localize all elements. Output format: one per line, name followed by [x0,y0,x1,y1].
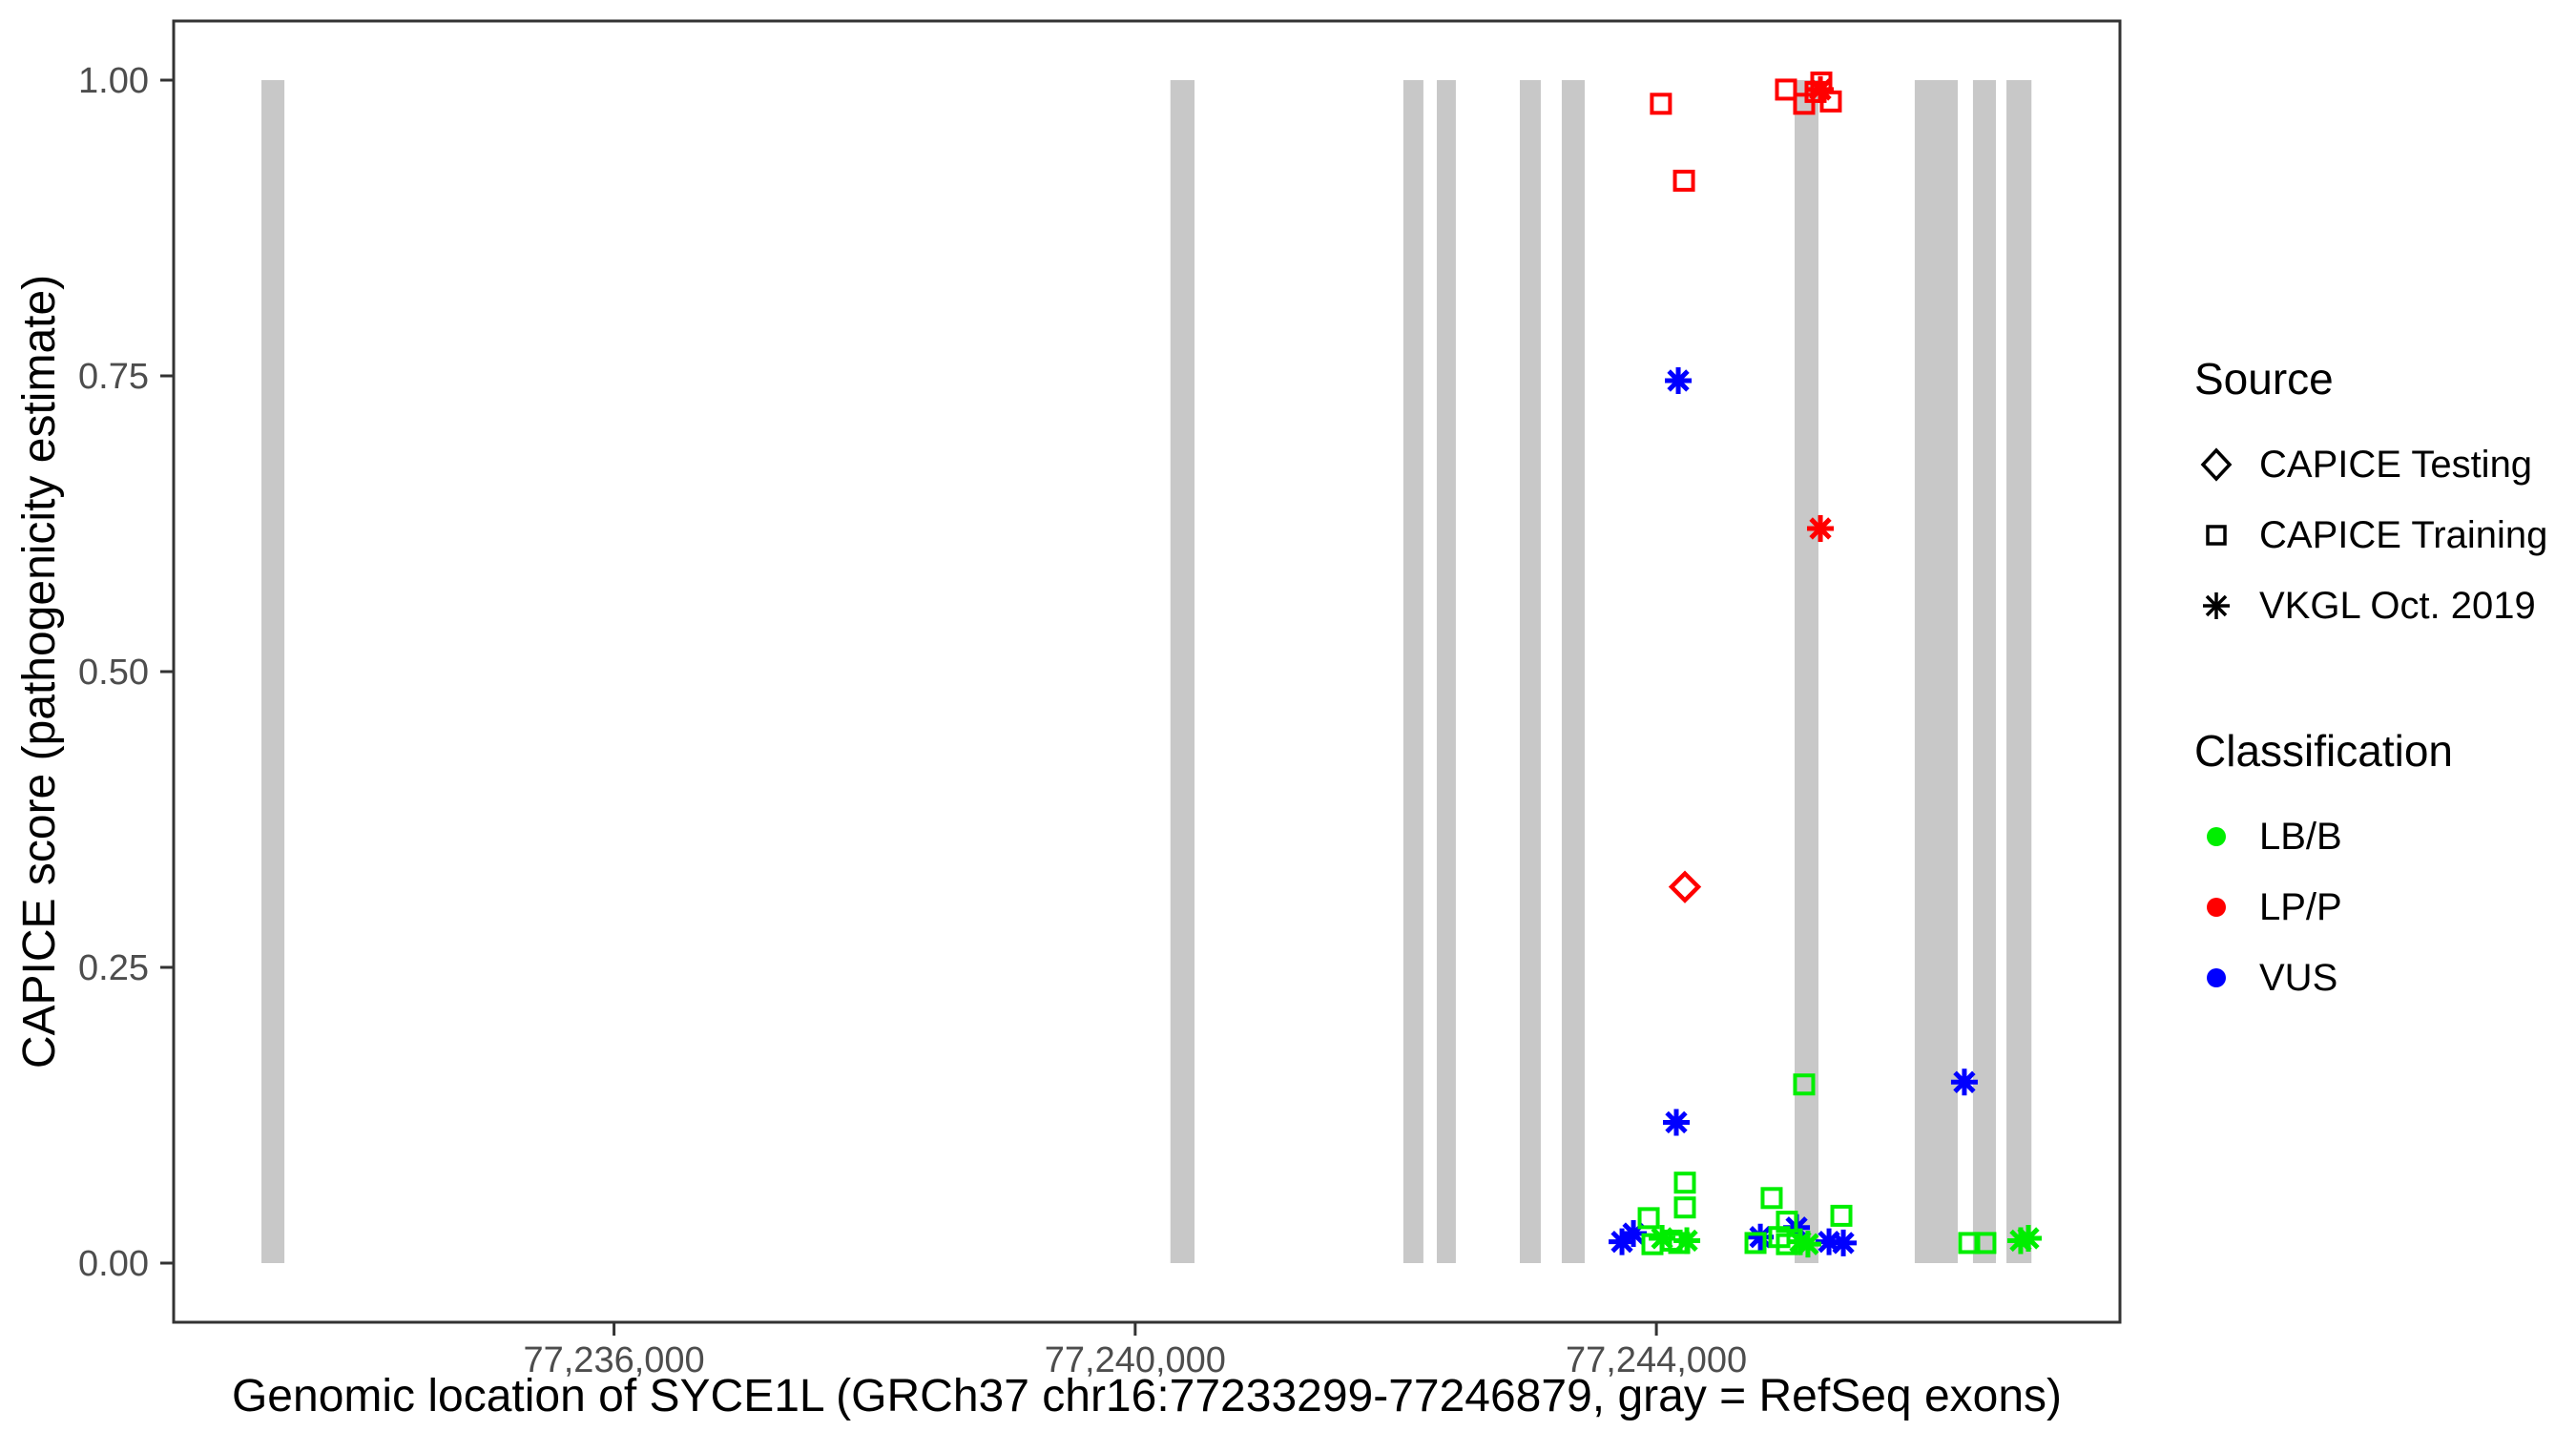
blue-dot-icon [2194,956,2238,1000]
data-point-asterisk [1830,1229,1858,1256]
y-tick-label: 0.50 [78,653,149,693]
legend-label: VUS [2259,956,2338,999]
legend-item-lbb: LB/B [2194,801,2566,872]
exon-bar [1914,80,1958,1263]
legend-item-capice-training: CAPICE Training [2194,500,2566,570]
y-tick-label: 0.00 [78,1244,149,1284]
data-point-asterisk [1950,1068,1978,1096]
exon-bar [1170,80,1195,1263]
square-key-icon [2194,513,2238,557]
data-point-square [1974,1232,1997,1255]
data-point-square [1793,1073,1816,1096]
y-tick-label: 0.75 [78,357,149,397]
data-point-asterisk [1794,1231,1821,1258]
exon-bar [1561,80,1585,1263]
x-tick-label: 77,240,000 [1045,1340,1226,1380]
legend-item-lpp: LP/P [2194,872,2566,943]
green-dot-icon [2194,815,2238,859]
exon-bar [1402,80,1423,1263]
data-point-asterisk [1807,75,1835,103]
red-dot-icon [2194,885,2238,929]
data-point-asterisk [1609,1228,1636,1255]
data-point-square [1744,1232,1767,1255]
legend-item-vus: VUS [2194,943,2566,1013]
data-point-asterisk [1620,1220,1648,1247]
legend-label: CAPICE Training [2259,513,2548,556]
panel-border [172,19,2122,1324]
data-point-square [1673,1196,1696,1219]
exon-bar [1794,80,1818,1263]
data-point-asterisk [1649,1224,1676,1252]
legend: Source CAPICE Testing CAPICE Training [2194,353,2566,1097]
data-point-square [1673,1172,1696,1194]
legend-label: CAPICE Testing [2259,443,2533,486]
legend-group-classification: Classification LB/B LP/P [2194,725,2566,1013]
x-tick-label: 77,244,000 [1566,1340,1747,1380]
data-point-square [1672,169,1695,192]
data-point-square [1650,93,1672,115]
data-point-asterisk [1663,1109,1690,1136]
data-point-asterisk [1673,1227,1701,1255]
exon-bar [1972,80,1996,1263]
legend-item-capice-testing: CAPICE Testing [2194,429,2566,500]
data-point-square [1637,1207,1660,1230]
exon-bar [1519,80,1541,1263]
x-axis-title: Genomic location of SYCE1L (GRCh37 chr16… [231,1371,2063,1421]
y-axis-title: CAPICE score (pathogenicity estimate) [14,274,65,1069]
legend-item-vkgl: VKGL Oct. 2019 [2194,570,2566,641]
x-tick-label: 77,236,000 [523,1340,704,1380]
asterisk-key-icon [2194,584,2238,628]
exon-bar [261,80,285,1263]
y-tick-label: 1.00 [78,61,149,101]
legend-title-classification: Classification [2194,726,2453,776]
data-point-asterisk [1807,514,1835,542]
data-point-square [1830,1204,1853,1227]
data-point-asterisk [1747,1223,1775,1251]
legend-label: LP/P [2259,885,2342,928]
data-point-asterisk [1665,366,1693,394]
data-point-asterisk [2015,1224,2042,1252]
exon-bar [2006,80,2032,1263]
data-point-square [1793,93,1816,115]
legend-label: LB/B [2259,815,2342,858]
data-point-diamond [1668,870,1702,903]
y-tick-label: 0.25 [78,948,149,988]
data-point-square [1775,78,1797,101]
legend-group-source: Source CAPICE Testing CAPICE Training [2194,353,2566,641]
data-point-square [1958,1232,1981,1255]
data-point-square [1760,1187,1783,1210]
legend-title-source: Source [2194,354,2334,404]
data-point-asterisk [1816,1228,1843,1255]
exon-bar [1436,80,1456,1263]
legend-label: VKGL Oct. 2019 [2259,584,2536,627]
diamond-key-icon [2194,443,2238,487]
